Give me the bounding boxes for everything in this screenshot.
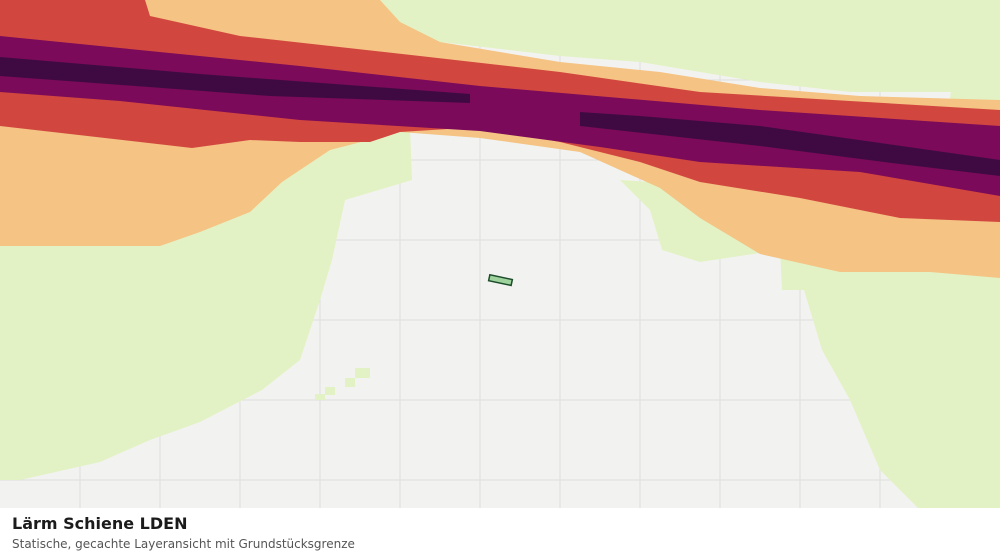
- legend-panel: [0, 508, 1000, 560]
- noise-zone-very-high: [0, 36, 1000, 196]
- map-subtitle: Statische, gecachte Layeransicht mit Gru…: [12, 537, 355, 551]
- parcel-boundary: [487, 273, 514, 287]
- noise-zone-extreme: [0, 57, 1000, 176]
- map-title: Lärm Schiene LDEN: [12, 514, 187, 533]
